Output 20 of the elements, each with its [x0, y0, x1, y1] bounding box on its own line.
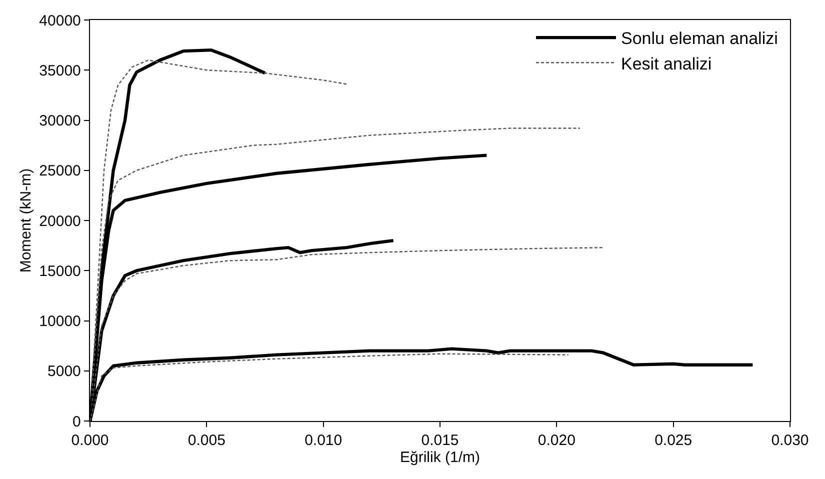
y-tick-label: 0 — [72, 413, 81, 430]
y-tick-label: 20000 — [39, 212, 81, 230]
y-tick-label: 15000 — [39, 262, 81, 280]
x-tick-label: 0.005 — [188, 432, 226, 450]
x-tick-label: 0.010 — [304, 432, 342, 450]
y-tick-label: 35000 — [39, 62, 81, 80]
y-axis-title: Moment (kN-m) — [17, 168, 34, 273]
legend-label: Kesit analizi — [621, 54, 712, 74]
legend-label: Sonlu eleman analizi — [621, 29, 778, 48]
y-tick-label: 25000 — [39, 162, 81, 180]
y-tick-label: 30000 — [39, 112, 81, 130]
y-tick-label: 40000 — [39, 12, 81, 30]
x-tick-label: 0.015 — [421, 432, 459, 450]
y-tick-label: 5000 — [48, 363, 81, 380]
x-tick-label: 0.030 — [771, 432, 809, 450]
y-tick-label: 10000 — [39, 313, 81, 330]
x-tick-label: 0.020 — [538, 432, 576, 450]
x-tick-label: 0.000 — [71, 432, 109, 450]
x-axis-title: Eğrilik (1/m) — [400, 449, 480, 466]
x-tick-label: 0.025 — [654, 432, 692, 450]
